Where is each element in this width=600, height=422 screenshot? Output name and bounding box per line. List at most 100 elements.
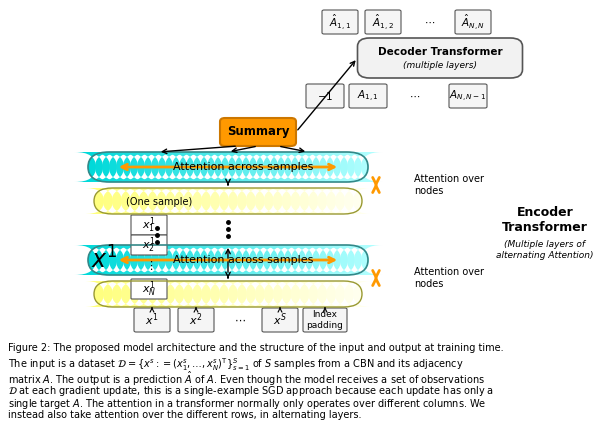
FancyBboxPatch shape: [303, 308, 347, 332]
FancyBboxPatch shape: [215, 245, 250, 275]
FancyBboxPatch shape: [152, 245, 187, 275]
FancyBboxPatch shape: [158, 152, 193, 182]
FancyBboxPatch shape: [365, 10, 401, 34]
FancyBboxPatch shape: [82, 245, 116, 275]
Text: Decoder Transformer: Decoder Transformer: [377, 47, 502, 57]
FancyBboxPatch shape: [326, 245, 361, 275]
Text: The input is a dataset $\mathcal{D} = \{x^s := (x_1^s,\ldots,x_N^s)^\mathsf{T}\}: The input is a dataset $\mathcal{D} = \{…: [8, 357, 464, 373]
FancyBboxPatch shape: [85, 281, 112, 307]
FancyBboxPatch shape: [175, 281, 202, 307]
FancyBboxPatch shape: [320, 245, 355, 275]
Text: $A_{N,N-1}$: $A_{N,N-1}$: [449, 89, 487, 103]
FancyBboxPatch shape: [291, 281, 318, 307]
FancyBboxPatch shape: [103, 152, 137, 182]
FancyBboxPatch shape: [229, 245, 263, 275]
FancyBboxPatch shape: [193, 281, 220, 307]
FancyBboxPatch shape: [157, 188, 184, 214]
FancyBboxPatch shape: [184, 188, 211, 214]
FancyBboxPatch shape: [264, 281, 291, 307]
FancyBboxPatch shape: [334, 152, 368, 182]
FancyBboxPatch shape: [208, 245, 242, 275]
Text: $x^1$: $x^1$: [145, 312, 159, 328]
FancyBboxPatch shape: [173, 152, 208, 182]
FancyBboxPatch shape: [220, 188, 247, 214]
FancyBboxPatch shape: [193, 188, 220, 214]
FancyBboxPatch shape: [335, 281, 362, 307]
FancyBboxPatch shape: [194, 245, 229, 275]
FancyBboxPatch shape: [250, 152, 284, 182]
Text: $x^1$: $x^1$: [91, 246, 118, 273]
FancyBboxPatch shape: [278, 152, 313, 182]
FancyBboxPatch shape: [95, 245, 130, 275]
FancyBboxPatch shape: [341, 245, 376, 275]
FancyBboxPatch shape: [82, 152, 116, 182]
FancyBboxPatch shape: [179, 245, 214, 275]
FancyBboxPatch shape: [236, 152, 271, 182]
FancyBboxPatch shape: [263, 152, 298, 182]
FancyBboxPatch shape: [152, 152, 187, 182]
FancyBboxPatch shape: [131, 152, 166, 182]
FancyBboxPatch shape: [95, 152, 130, 182]
FancyBboxPatch shape: [341, 152, 376, 182]
FancyBboxPatch shape: [131, 235, 167, 255]
FancyBboxPatch shape: [178, 308, 214, 332]
FancyBboxPatch shape: [347, 152, 382, 182]
FancyBboxPatch shape: [103, 281, 130, 307]
FancyBboxPatch shape: [211, 281, 238, 307]
FancyBboxPatch shape: [220, 118, 296, 146]
FancyBboxPatch shape: [238, 281, 265, 307]
FancyBboxPatch shape: [278, 245, 313, 275]
FancyBboxPatch shape: [349, 84, 387, 108]
Text: $x_N^1$: $x_N^1$: [142, 279, 156, 299]
Text: Index
padding: Index padding: [307, 310, 343, 330]
FancyBboxPatch shape: [116, 245, 151, 275]
FancyBboxPatch shape: [229, 281, 256, 307]
FancyBboxPatch shape: [110, 152, 145, 182]
FancyBboxPatch shape: [273, 281, 300, 307]
FancyBboxPatch shape: [89, 152, 124, 182]
FancyBboxPatch shape: [271, 245, 305, 275]
FancyBboxPatch shape: [292, 245, 326, 275]
FancyBboxPatch shape: [200, 245, 235, 275]
Text: $\cdots$: $\cdots$: [424, 17, 436, 27]
FancyBboxPatch shape: [179, 152, 214, 182]
Text: instead also take attention over the different rows, in alternating layers.: instead also take attention over the dif…: [8, 411, 361, 420]
FancyBboxPatch shape: [200, 152, 235, 182]
Text: $\hat{A}_{1,2}$: $\hat{A}_{1,2}$: [372, 12, 394, 32]
Text: $A_{1,1}$: $A_{1,1}$: [357, 89, 379, 103]
FancyBboxPatch shape: [313, 245, 347, 275]
FancyBboxPatch shape: [148, 188, 175, 214]
FancyBboxPatch shape: [137, 152, 172, 182]
FancyBboxPatch shape: [112, 281, 139, 307]
FancyBboxPatch shape: [158, 245, 193, 275]
FancyBboxPatch shape: [318, 188, 345, 214]
FancyBboxPatch shape: [229, 152, 263, 182]
FancyBboxPatch shape: [291, 188, 318, 214]
FancyBboxPatch shape: [255, 281, 282, 307]
Text: single target $A$. The attention in a transformer normally only operates over di: single target $A$. The attention in a tr…: [8, 397, 487, 411]
FancyBboxPatch shape: [110, 245, 145, 275]
FancyBboxPatch shape: [344, 188, 371, 214]
Text: Attention across samples: Attention across samples: [173, 162, 313, 172]
FancyBboxPatch shape: [94, 188, 121, 214]
FancyBboxPatch shape: [282, 281, 309, 307]
FancyBboxPatch shape: [242, 152, 277, 182]
FancyBboxPatch shape: [246, 188, 273, 214]
Text: $x_1^1$: $x_1^1$: [142, 215, 156, 235]
FancyBboxPatch shape: [166, 188, 193, 214]
Text: (Multiple layers of
alternating Attention): (Multiple layers of alternating Attentio…: [496, 240, 594, 260]
FancyBboxPatch shape: [344, 281, 371, 307]
FancyBboxPatch shape: [166, 281, 193, 307]
FancyBboxPatch shape: [103, 188, 130, 214]
FancyBboxPatch shape: [121, 188, 148, 214]
Text: Attention over
nodes: Attention over nodes: [414, 267, 484, 289]
FancyBboxPatch shape: [305, 245, 340, 275]
Text: (multiple layers): (multiple layers): [403, 60, 477, 70]
FancyBboxPatch shape: [74, 245, 109, 275]
FancyBboxPatch shape: [326, 281, 353, 307]
FancyBboxPatch shape: [309, 281, 336, 307]
FancyBboxPatch shape: [187, 245, 221, 275]
Text: Attention across samples: Attention across samples: [173, 255, 313, 265]
FancyBboxPatch shape: [449, 84, 487, 108]
Text: Encoder
Transformer: Encoder Transformer: [502, 206, 588, 234]
